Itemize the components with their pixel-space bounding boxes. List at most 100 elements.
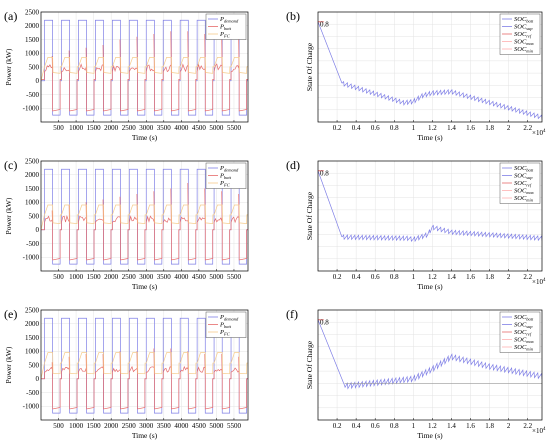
y-axis-label: State Of Charge	[305, 42, 314, 91]
y-tick-label-1: -500	[26, 389, 39, 397]
legend-main: SOC	[514, 173, 527, 180]
y-tick-label-1: -500	[26, 240, 39, 248]
y-tick-label-0: 0.8	[320, 170, 329, 178]
legend-main: P	[219, 165, 224, 172]
legend-entry-4: SOCmax	[514, 337, 534, 345]
y-axis-label: State Of Charge	[305, 191, 314, 240]
legend-entry-2: SOCsup	[514, 173, 533, 181]
x-exponent-label: ×104	[532, 427, 546, 435]
legend-main: P	[219, 24, 224, 31]
legend-entry-1: Pdemand	[219, 16, 239, 24]
x-tick-label-10: 2.2	[523, 124, 532, 132]
legend-entry-1: Pdemand	[219, 165, 239, 173]
legend-main: P	[219, 314, 224, 321]
y-tick-label-6: 2000	[25, 171, 40, 179]
x-tick-label-4: 1	[412, 422, 416, 430]
y-axis-label: Power (kW)	[4, 346, 13, 383]
legend-sub: min	[526, 198, 534, 203]
plot-area	[318, 170, 542, 243]
x-tick-label-7: 4000	[174, 124, 189, 132]
series-line-2	[41, 182, 248, 261]
chart-panel-3: (c)500 1000 1500 2000 2500 3000 3500 4000 4500 50…	[4, 157, 249, 291]
legend-sub: FC	[223, 332, 231, 337]
panel-label: (f)	[286, 307, 298, 321]
legend-sub: ref	[526, 34, 532, 39]
x-exponent-base: ×10	[532, 278, 543, 286]
x-tick-label-2: 0.6	[371, 422, 380, 430]
legend-sub: FC	[223, 34, 231, 39]
panel-label: (a)	[4, 9, 17, 23]
y-tick-label-0: -1000	[23, 403, 40, 411]
legend-entry-2: Pbatt	[219, 173, 232, 181]
legend-main: SOC	[514, 314, 527, 321]
x-tick-label-2: 1500	[87, 422, 102, 430]
legend-main: P	[219, 16, 224, 23]
legend-entry-4: SOCmax	[514, 39, 534, 47]
x-tick-label-4: 2500	[122, 124, 137, 132]
legend-main: SOC	[514, 322, 527, 329]
soc-batt-line	[318, 21, 542, 120]
x-tick-label-8: 4500	[192, 273, 207, 281]
soc-batt-line	[318, 170, 542, 243]
series-line-3	[41, 57, 248, 81]
legend-main: SOC	[514, 24, 527, 31]
x-tick-label-3: 0.8	[390, 273, 399, 281]
legend-entry-5: SOCmin	[514, 195, 534, 203]
legend-sub: batt	[224, 26, 232, 31]
x-tick-label-1: 1000	[69, 422, 84, 430]
x-tick-label-3: 2000	[104, 124, 119, 132]
legend-entry-1: SOCbatt	[514, 16, 534, 24]
x-tick-label-2: 0.6	[371, 124, 380, 132]
legend-main: P	[219, 173, 224, 180]
y-tick-label-7: 2500	[25, 8, 40, 16]
x-tick-label-0: 0.2	[333, 273, 342, 281]
y-tick-label-2: 0	[36, 226, 40, 234]
x-tick-label-7: 4000	[174, 422, 189, 430]
x-tick-label-3: 2000	[104, 273, 119, 281]
chart-panel-4: (d) 0.2 0.4 0.6 0.8 1 1.2 1.4 1.6 1.8 2 2.2 0.8 ×104 T…	[286, 158, 546, 291]
y-tick-label-2: 0	[36, 77, 40, 85]
legend-sub: batt	[526, 317, 534, 322]
legend-sub: ref	[526, 183, 532, 188]
legend-main: SOC	[514, 31, 527, 38]
x-axis-label: Time (s)	[132, 431, 158, 440]
x-tick-label-8: 1.8	[485, 422, 494, 430]
panel-label: (b)	[286, 9, 300, 23]
legend-sub: min	[526, 49, 534, 54]
x-tick-label-0: 500	[53, 273, 64, 281]
legend-sub: batt	[526, 168, 534, 173]
x-tick-label-0: 0.2	[333, 124, 342, 132]
x-tick-label-6: 1.4	[447, 422, 456, 430]
x-tick-label-8: 1.8	[485, 273, 494, 281]
x-axis-label: Time (s)	[132, 133, 158, 142]
legend-sub: max	[526, 190, 534, 195]
series-line-3	[41, 352, 248, 379]
x-tick-label-5: 1.2	[428, 273, 437, 281]
axes-box	[317, 11, 543, 123]
x-exponent-base: ×10	[532, 129, 543, 137]
series-line-2	[41, 348, 248, 410]
x-tick-label-4: 2500	[122, 422, 137, 430]
legend-entry-1: SOCbatt	[514, 314, 534, 322]
x-axis-label: Time (s)	[132, 282, 158, 291]
series-line-3	[41, 204, 248, 230]
legend-main: P	[219, 31, 224, 38]
x-tick-label-6: 3500	[157, 124, 172, 132]
legend-sub: sup	[526, 175, 533, 180]
y-tick-label-2: 0	[36, 375, 40, 383]
x-exponent-power: 4	[543, 129, 546, 134]
y-tick-label-0: 0.8	[320, 21, 329, 29]
legend-entry-4: SOCmax	[514, 188, 534, 196]
x-tick-label-5: 3000	[139, 273, 154, 281]
legend-main: SOC	[514, 195, 527, 202]
x-tick-label-9: 2	[507, 124, 511, 132]
chart-panel-1: (a)500 1000 1500 2000 2500 3000 3500 4000 4500 50…	[4, 8, 249, 142]
legend-entry-2: SOCsup	[514, 322, 533, 330]
legend-main: SOC	[514, 46, 527, 53]
legend-main: SOC	[514, 337, 527, 344]
x-tick-label-4: 1	[412, 273, 416, 281]
